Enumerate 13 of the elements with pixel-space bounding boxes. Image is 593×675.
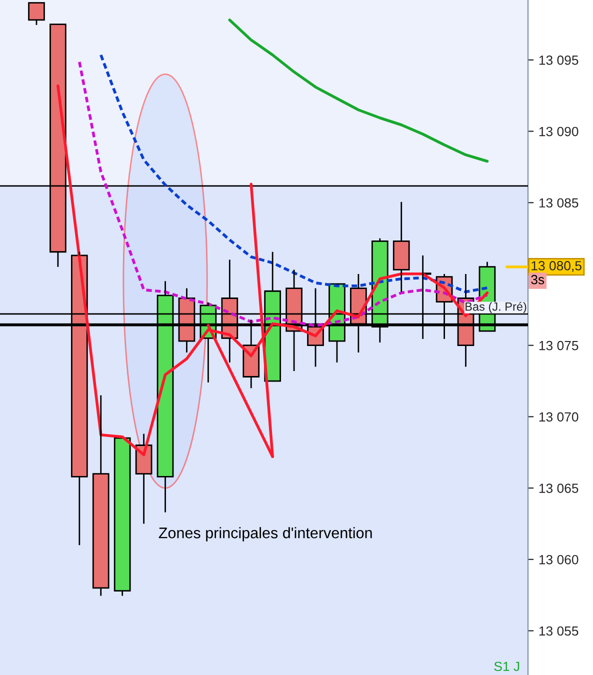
y-tick-label: 13 075 bbox=[539, 340, 578, 350]
y-tick-label: 13 060 bbox=[539, 554, 578, 564]
text: 3s bbox=[531, 274, 544, 284]
y-tick-label: 13 055 bbox=[539, 626, 578, 636]
ref-line-label: Bas (J. Pré) bbox=[466, 302, 526, 314]
y-tick-label: 13 065 bbox=[539, 484, 578, 493]
annotation: Zones principales d'intervention bbox=[158, 527, 372, 542]
y-tick-label: 13 085 bbox=[539, 198, 578, 208]
y-tick-label: 13 070 bbox=[539, 412, 578, 422]
ref-line-label: 13 080,5 bbox=[532, 261, 582, 272]
annotation: S1 J bbox=[494, 662, 520, 672]
y-tick-label: 13 090 bbox=[539, 126, 578, 136]
y-tick-label: 13 095 bbox=[539, 56, 578, 65]
